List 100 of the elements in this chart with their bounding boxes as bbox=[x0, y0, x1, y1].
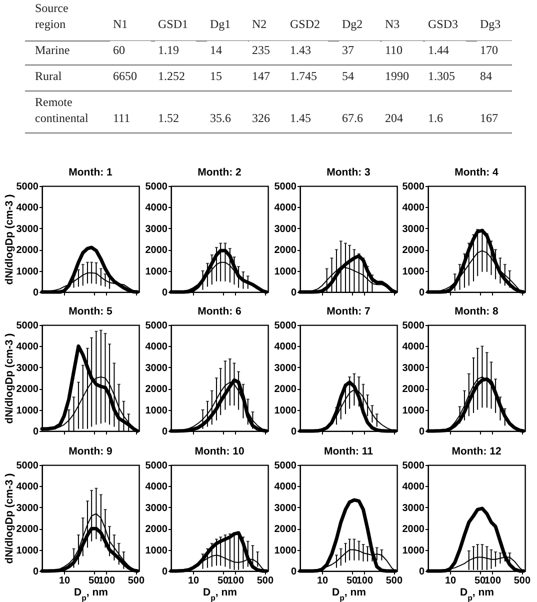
data-label: 1.43 bbox=[290, 43, 311, 57]
y-tick-label: 1000 bbox=[274, 405, 297, 416]
data-label: 54 bbox=[342, 69, 354, 83]
y-tick-label: 0 bbox=[418, 566, 425, 578]
y-tick-label: 0 bbox=[290, 288, 297, 298]
x-tick-label: N2 bbox=[252, 17, 267, 31]
data-label: 14 bbox=[210, 43, 222, 57]
y-tick-label: 5000 bbox=[145, 320, 168, 332]
y-tick-label: 3000 bbox=[145, 362, 168, 374]
y-tick-label: 0 bbox=[290, 426, 297, 438]
y-tick-label: 4000 bbox=[402, 342, 425, 353]
data-label: 326 bbox=[252, 111, 270, 125]
y-tick-label: 3000 bbox=[402, 502, 425, 514]
chart-title: Month: 8 bbox=[454, 306, 499, 318]
y-axis-title: dN/dlogDp (cm-3 ) bbox=[3, 333, 16, 424]
y-tick-label: 5000 bbox=[145, 460, 168, 472]
y-tick-label: 5000 bbox=[274, 460, 297, 472]
data-label: 35.6 bbox=[210, 111, 231, 125]
y-tick-label: 5000 bbox=[402, 182, 425, 192]
y-tick-label: 1000 bbox=[16, 405, 39, 416]
x-axis-title: D$_{p}$, nm bbox=[332, 586, 366, 602]
y-tick-label: 0 bbox=[162, 566, 168, 578]
data-label: 1.252 bbox=[158, 69, 185, 83]
y-tick-label: 2000 bbox=[16, 245, 39, 256]
y-tick-label: 1000 bbox=[402, 405, 425, 416]
y-tick-label: 1000 bbox=[16, 545, 39, 556]
y-tick-label: 0 bbox=[418, 288, 425, 298]
y-tick-label: 4000 bbox=[145, 342, 168, 353]
data-label: 60 bbox=[113, 43, 125, 57]
data-label: 235 bbox=[252, 43, 270, 57]
y-tick-label: 2000 bbox=[16, 524, 39, 536]
y-tick-label: 1000 bbox=[145, 266, 168, 278]
y-tick-label: 5000 bbox=[402, 320, 425, 332]
y-tick-label: 5000 bbox=[274, 320, 297, 332]
y-tick-label: 0 bbox=[290, 566, 297, 578]
y-tick-label: 2000 bbox=[274, 384, 297, 396]
x-axis-title: D$_{p}$, nm bbox=[460, 586, 494, 602]
chart-title: Month: 9 bbox=[68, 446, 113, 458]
x-tick-label: 100 bbox=[356, 576, 374, 586]
chart-title: Month: 4 bbox=[454, 166, 499, 178]
y-tick-label: 4000 bbox=[274, 482, 297, 493]
y-tick-label: Rural bbox=[35, 69, 62, 83]
y-tick-label: 0 bbox=[32, 566, 39, 578]
y-tick-label: 4000 bbox=[145, 202, 168, 214]
data-label: 1.45 bbox=[290, 111, 311, 125]
y-tick-label: 2000 bbox=[402, 384, 425, 396]
y-tick-label: 3000 bbox=[274, 224, 297, 235]
y-tick-label: 3000 bbox=[16, 224, 39, 235]
chart-title: Month: 6 bbox=[198, 306, 242, 318]
data-label: 170 bbox=[480, 43, 498, 57]
y-tick-label: 2000 bbox=[145, 524, 168, 536]
data-label: 1.19 bbox=[158, 43, 179, 57]
data-label: 1.44 bbox=[428, 43, 449, 57]
x-tick-label: GSD2 bbox=[290, 17, 320, 31]
y-tick-label: 3000 bbox=[274, 362, 297, 374]
x-tick-label: 100 bbox=[98, 576, 116, 586]
y-tick-label: 3000 bbox=[16, 502, 39, 514]
y-tick-label: 4000 bbox=[16, 202, 39, 214]
y-axis-title: Source region bbox=[35, 1, 68, 31]
x-tick-label: 50 bbox=[217, 576, 230, 586]
y-tick-label: 1000 bbox=[402, 545, 425, 556]
y-tick-label: 1000 bbox=[274, 545, 297, 556]
chart-title: Month: 11 bbox=[324, 446, 374, 458]
x-tick-label: 10 bbox=[444, 576, 457, 586]
data-label: 6650 bbox=[113, 69, 137, 83]
x-tick-label: 50 bbox=[88, 576, 100, 586]
y-tick-label: 0 bbox=[32, 426, 39, 438]
y-tick-label: 0 bbox=[32, 288, 39, 298]
x-tick-label: 10 bbox=[316, 576, 329, 586]
y-tick-label: 2000 bbox=[16, 384, 39, 396]
y-tick-label: 5000 bbox=[145, 182, 168, 192]
y-tick-label: 2000 bbox=[402, 245, 425, 256]
y-tick-label: 4000 bbox=[145, 482, 168, 493]
y-tick-label: 1000 bbox=[274, 266, 297, 278]
y-tick-label: 2000 bbox=[402, 524, 425, 536]
y-tick-label: 3000 bbox=[16, 362, 39, 374]
chart-title: Month: 3 bbox=[326, 166, 371, 178]
y-tick-label: 2000 bbox=[145, 245, 168, 256]
y-tick-label: 4000 bbox=[274, 202, 297, 214]
chart-title: Month: 12 bbox=[452, 446, 502, 458]
data-label: 1990 bbox=[385, 69, 409, 83]
y-tick-label: 5000 bbox=[274, 182, 297, 192]
x-tick-label: 10 bbox=[58, 576, 71, 586]
y-tick-label: 1000 bbox=[145, 545, 168, 556]
y-tick-label: 3000 bbox=[402, 362, 425, 374]
y-tick-label: Marine bbox=[35, 43, 70, 57]
x-tick-label: 100 bbox=[484, 576, 502, 586]
y-axis-title: dN/dlogDp (cm-3 ) bbox=[3, 194, 16, 285]
y-tick-label: 2000 bbox=[145, 384, 168, 396]
x-tick-label: 500 bbox=[514, 576, 531, 586]
x-tick-label: GSD1 bbox=[158, 17, 188, 31]
y-tick-label: 0 bbox=[162, 288, 168, 298]
y-axis-title: dN/dlogDp (cm-3 ) bbox=[3, 473, 16, 564]
y-tick-label: 2000 bbox=[274, 245, 297, 256]
x-axis-title: D$_{p}$, nm bbox=[74, 586, 108, 602]
data-label: 1.6 bbox=[428, 111, 443, 125]
x-tick-label: GSD3 bbox=[428, 17, 458, 31]
data-label: 37 bbox=[342, 43, 354, 57]
y-tick-label: 2000 bbox=[274, 524, 297, 536]
y-tick-label: 4000 bbox=[16, 342, 39, 353]
